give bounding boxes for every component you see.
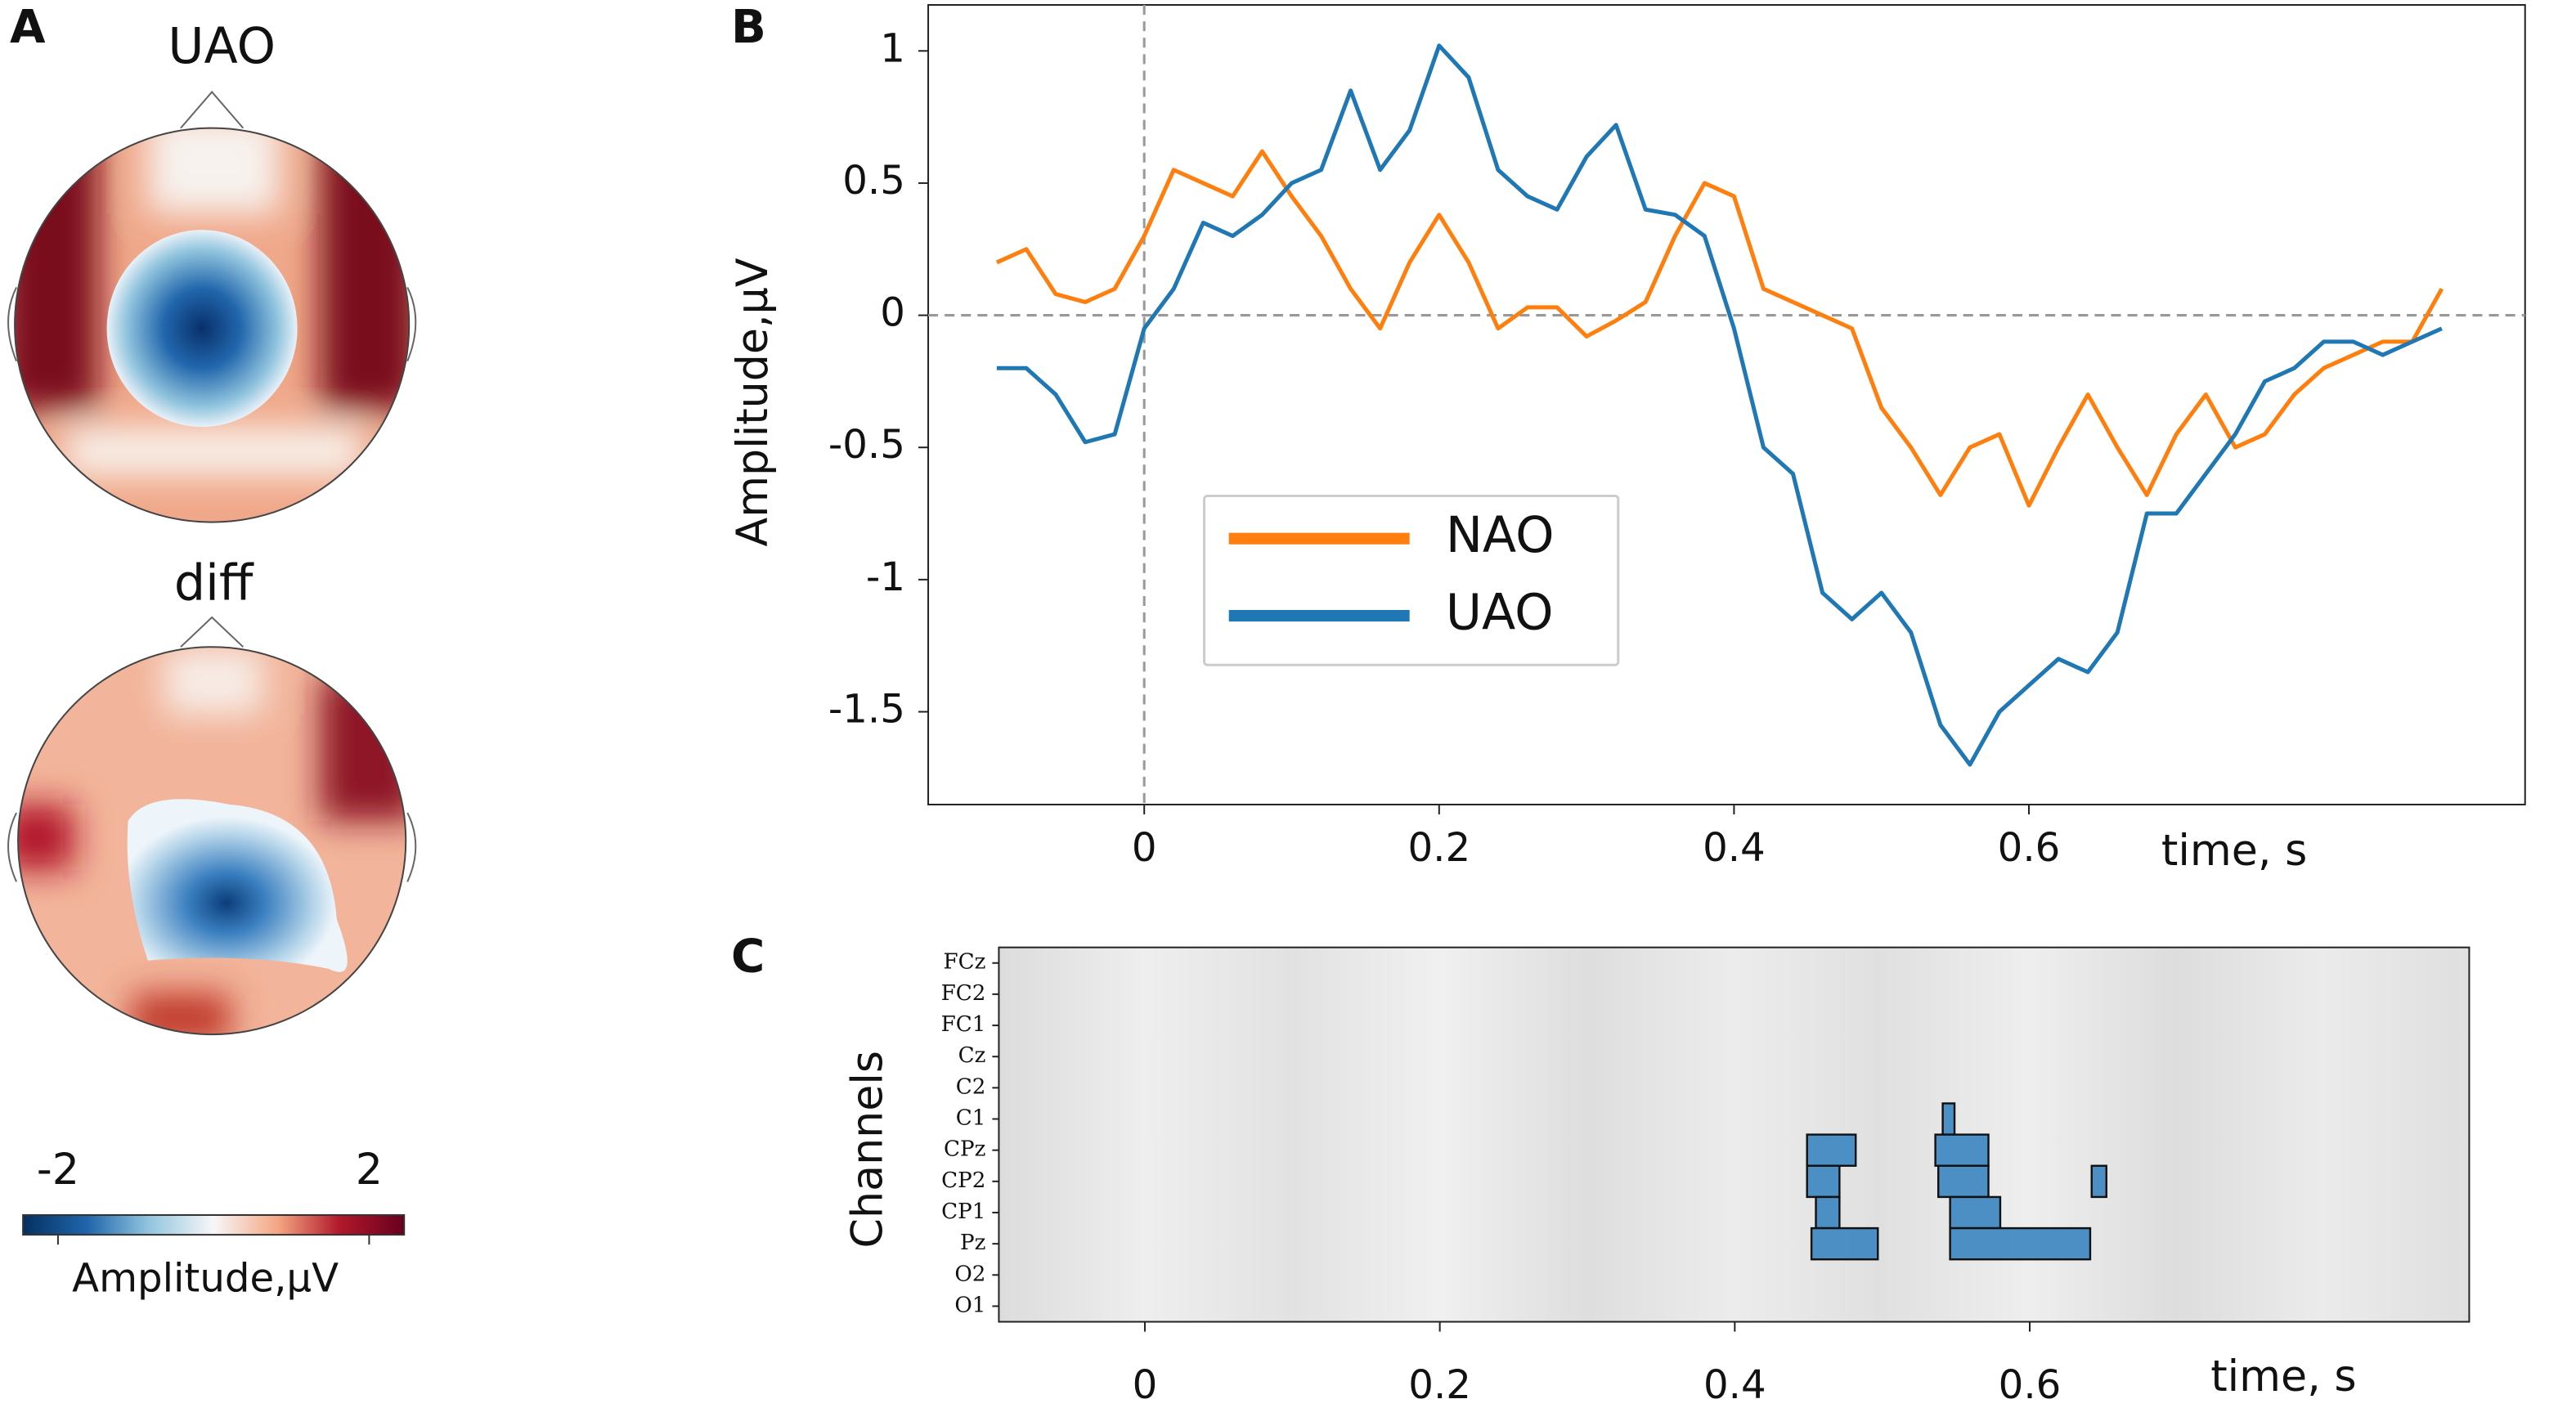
y-tick-label: 0 [880,290,905,336]
panel-label: C [731,930,765,983]
cluster-cell [1949,1195,2002,1230]
channel-label: C1 [956,1106,986,1131]
cluster-cell [1941,1102,1956,1136]
map-title: UAO [168,18,276,75]
channel-label: O1 [954,1293,985,1317]
head [14,127,411,523]
channel-label: CPz [944,1137,985,1162]
cluster-cell [2090,1164,2107,1199]
channel-label: FCz [943,950,985,975]
channel-label: FC2 [941,981,986,1006]
head [17,646,407,1036]
head-outline [7,616,417,882]
topomap [18,647,406,1035]
plot-frame [927,4,2526,805]
y-tick-label: -0.5 [828,422,905,468]
x-tick-label: 0.4 [1703,825,1766,871]
panel-label: B [731,1,766,54]
legend-label: UAO [1446,585,1554,642]
x-tick-label: 0.2 [1407,825,1470,871]
x-axis-label: time, s [2161,827,2307,876]
channel-label: CP2 [941,1168,985,1193]
x-tick-label: 0.6 [1999,1362,2062,1408]
panel-label: A [10,1,46,54]
channel-label: C2 [956,1074,986,1099]
colorbar-label: Amplitude,μV [72,1255,339,1301]
cluster-cell [1815,1195,1841,1230]
line-series [995,149,2444,508]
y-tick-label: -1 [866,554,905,600]
cluster-cell [1810,1226,1879,1261]
cluster-cell [1934,1133,1990,1167]
y-axis-label: Channels [844,1051,893,1249]
x-tick-label: 0 [1132,825,1157,871]
y-tick-label: 0.5 [842,158,905,204]
y-axis-label: Amplitude,μV [729,258,778,546]
heatmap-background [999,947,2470,1322]
x-tick-label: 0 [1133,1362,1158,1408]
head-outline [7,90,417,362]
colorbar [22,1213,406,1236]
x-tick-label: 0.4 [1703,1362,1766,1408]
map-title: diff [174,554,254,612]
channel-label: Pz [960,1231,985,1255]
topomap [15,128,410,522]
cluster-cell [1806,1164,1841,1199]
cluster-cell [1949,1226,2092,1261]
x-tick-label: 0.2 [1408,1362,1471,1408]
cluster-cell [1806,1133,1857,1167]
x-tick-label: 0.6 [1998,825,2061,871]
y-tick-label: -1.5 [828,687,905,733]
channel-label: Cz [958,1043,986,1068]
y-tick-label: 1 [880,25,905,71]
line-series [996,43,2443,767]
plot-frame [998,946,2471,1323]
channel-label: O2 [954,1262,985,1286]
colorbar-tick-label: 2 [356,1146,383,1195]
colorbar-tick-label: -2 [37,1146,79,1195]
channel-label: CP1 [941,1200,985,1224]
legend-box [1203,494,1620,666]
cluster-cell [1936,1164,1990,1199]
channel-label: FC1 [941,1012,986,1037]
legend-label: NAO [1446,507,1555,564]
x-axis-label: time, s [2210,1352,2356,1401]
